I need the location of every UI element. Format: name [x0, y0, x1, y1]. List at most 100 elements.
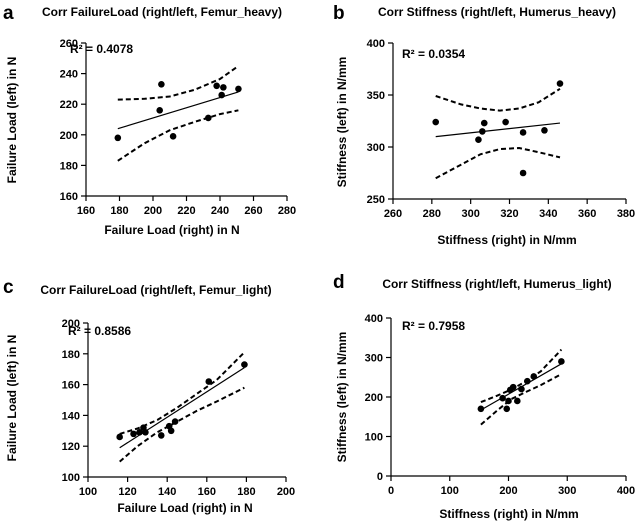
data-point — [213, 83, 220, 90]
x-tick-label: 120 — [118, 486, 136, 498]
data-point — [481, 120, 488, 127]
y-tick-label: 400 — [367, 38, 385, 50]
data-point — [116, 434, 123, 441]
x-tick-label: 260 — [384, 208, 402, 220]
data-point — [205, 378, 212, 385]
y-tick-label: 350 — [367, 90, 385, 102]
x-axis-title: Stiffness (right) in N/mm — [437, 233, 576, 247]
y-tick-label: 300 — [367, 142, 385, 154]
x-tick-label: 220 — [177, 205, 195, 217]
x-tick-label: 200 — [144, 205, 162, 217]
y-tick-label: 180 — [60, 160, 78, 172]
data-point — [530, 373, 537, 380]
x-tick-label: 180 — [237, 486, 255, 498]
y-tick-label: 100 — [365, 432, 383, 444]
x-tick-label: 160 — [198, 486, 216, 498]
confidence-band-upper — [436, 89, 560, 111]
panel-letter: d — [333, 272, 345, 293]
x-tick-label: 200 — [499, 485, 517, 497]
figure: a Corr FailureLoad (right/left, Femur_he… — [0, 0, 638, 524]
y-axis-title: Failure Load (left) in N — [5, 57, 19, 184]
data-point — [156, 107, 163, 114]
y-tick-label: 200 — [365, 392, 383, 404]
x-tick-label: 300 — [558, 485, 576, 497]
x-tick-label: 280 — [278, 205, 296, 217]
confidence-band-lower — [118, 110, 239, 161]
y-tick-label: 160 — [62, 380, 80, 392]
y-axis-title: Failure Load (left) in N — [5, 335, 19, 462]
x-tick-label: 260 — [244, 205, 262, 217]
data-point — [541, 127, 548, 134]
data-point — [475, 136, 482, 143]
data-point — [235, 86, 242, 93]
data-point — [115, 135, 122, 142]
x-axis-title: Failure Load (right) in N — [104, 223, 239, 237]
y-tick-label: 260 — [60, 38, 78, 50]
x-tick-label: 360 — [578, 208, 596, 220]
confidence-band-upper — [120, 352, 245, 434]
panel-letter: b — [333, 3, 345, 24]
data-point — [520, 129, 527, 136]
panel-a: a Corr FailureLoad (right/left, Femur_he… — [3, 3, 296, 237]
data-point — [520, 170, 527, 177]
data-point — [241, 361, 248, 368]
x-tick-label: 300 — [461, 208, 479, 220]
x-tick-label: 160 — [77, 205, 95, 217]
panel-letter: a — [3, 3, 14, 24]
data-point — [510, 384, 517, 391]
x-tick-label: 240 — [211, 205, 229, 217]
data-point — [478, 406, 485, 413]
data-point — [524, 378, 531, 385]
panel-title: Corr FailureLoad (right/left, Femur_ligh… — [40, 283, 271, 297]
data-point — [432, 119, 439, 126]
data-point — [158, 81, 165, 88]
data-point — [505, 398, 512, 405]
data-point — [514, 398, 521, 405]
x-tick-label: 100 — [79, 486, 97, 498]
x-axis-title: Failure Load (right) in N — [117, 501, 252, 515]
y-axis-title: Stiffness (left) in N/mm — [335, 57, 349, 188]
x-axis-title: Stiffness (right) in N/mm — [439, 507, 578, 521]
panel-letter: c — [3, 277, 14, 298]
y-tick-label: 220 — [60, 99, 78, 111]
data-point — [499, 395, 506, 402]
y-tick-label: 120 — [62, 441, 80, 453]
y-tick-label: 180 — [62, 349, 80, 361]
x-tick-label: 100 — [441, 485, 459, 497]
confidence-band-lower — [436, 148, 560, 178]
r-squared-label: R² = 0.7958 — [402, 319, 465, 333]
x-tick-label: 200 — [277, 486, 295, 498]
r-squared-label: R² = 0.0354 — [402, 47, 465, 61]
r-squared-label: R² = 0.4078 — [70, 42, 133, 56]
y-tick-label: 200 — [62, 318, 80, 330]
y-tick-label: 140 — [62, 410, 80, 422]
x-tick-label: 380 — [617, 208, 635, 220]
panel-title: Corr Stiffness (right/left, Humerus_ligh… — [382, 277, 611, 291]
data-point — [172, 418, 179, 425]
y-tick-label: 200 — [60, 130, 78, 142]
y-tick-label: 160 — [60, 191, 78, 203]
panel-b: b Corr Stiffness (right/left, Humerus_he… — [333, 3, 635, 247]
data-point — [142, 429, 149, 436]
y-tick-label: 0 — [377, 471, 383, 483]
x-tick-label: 280 — [423, 208, 441, 220]
x-tick-label: 140 — [158, 486, 176, 498]
data-point — [479, 128, 486, 135]
data-point — [168, 428, 175, 435]
y-tick-label: 300 — [365, 353, 383, 365]
y-axis-title: Stiffness (left) in N/mm — [335, 332, 349, 463]
data-point — [558, 358, 565, 365]
y-tick-label: 250 — [367, 194, 385, 206]
y-tick-label: 400 — [365, 313, 383, 325]
data-point — [518, 386, 525, 393]
data-point — [130, 431, 137, 438]
x-tick-label: 340 — [539, 208, 557, 220]
confidence-band-lower — [120, 388, 245, 462]
data-point — [557, 80, 564, 87]
panel-title: Corr FailureLoad (right/left, Femur_heav… — [42, 5, 282, 19]
data-point — [220, 84, 227, 91]
panel-c: c Corr FailureLoad (right/left, Femur_li… — [3, 277, 295, 515]
regression-line — [120, 368, 245, 448]
data-point — [205, 115, 212, 122]
data-point — [502, 119, 509, 126]
